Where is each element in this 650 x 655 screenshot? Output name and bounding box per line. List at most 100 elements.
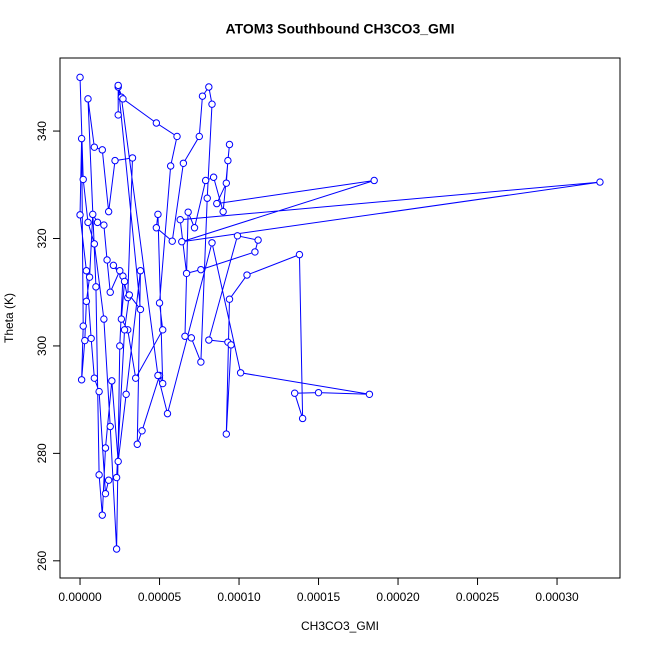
data-point <box>82 267 91 275</box>
data-point <box>120 326 129 334</box>
data-point <box>117 315 126 323</box>
data-point <box>87 334 95 343</box>
data-point <box>84 218 92 227</box>
data-point <box>90 240 99 248</box>
data-point <box>209 173 218 181</box>
data-point <box>95 387 103 396</box>
data-point <box>219 207 227 216</box>
data-point <box>120 277 129 286</box>
data-point <box>227 341 235 349</box>
data-point <box>168 237 176 245</box>
data-point <box>225 295 234 303</box>
y-tick-label: 320 <box>35 228 49 248</box>
data-point <box>100 221 108 229</box>
data-point <box>173 132 181 141</box>
data-point <box>314 388 323 397</box>
data-point <box>251 248 259 256</box>
data-point <box>106 422 114 431</box>
data-point <box>365 390 374 398</box>
y-axis-label: Theta (K) <box>2 293 16 343</box>
x-tick-label: 0.00025 <box>456 590 500 604</box>
data-point <box>79 322 87 330</box>
data-point <box>104 207 113 216</box>
data-point <box>159 379 167 388</box>
y-tick-label: 340 <box>35 121 49 141</box>
data-point <box>208 239 216 247</box>
x-tick-label: 0.00010 <box>217 590 261 604</box>
data-point <box>103 256 111 264</box>
data-point <box>208 100 216 108</box>
data-point <box>98 146 106 154</box>
data-point <box>203 194 211 202</box>
data-point <box>131 374 140 382</box>
x-tick-label: 0.00000 <box>58 590 102 604</box>
data-point <box>243 271 251 279</box>
data-point <box>225 140 234 149</box>
data-point <box>233 232 242 240</box>
data-point <box>166 162 175 170</box>
data-point <box>182 269 191 278</box>
data-point <box>122 390 130 398</box>
data-point <box>116 342 124 350</box>
data-point <box>222 430 231 438</box>
data-point <box>205 83 213 91</box>
data-point <box>179 159 188 167</box>
data-point <box>178 238 186 246</box>
data-point <box>138 427 146 435</box>
x-axis-label: CH3CO3_GMI <box>301 619 379 633</box>
data-point <box>128 154 137 162</box>
data-point <box>90 374 99 382</box>
data-point <box>111 156 119 165</box>
chart-title: ATOM3 Southbound CH3CO3_GMI <box>226 21 455 37</box>
data-point <box>85 273 94 281</box>
data-point <box>114 457 122 466</box>
data-point <box>136 305 145 314</box>
data-point <box>84 95 92 103</box>
y-tick-label: 280 <box>35 443 49 463</box>
data-point <box>154 371 162 380</box>
data-point <box>195 132 203 141</box>
data-point <box>81 336 89 345</box>
data-point <box>236 369 245 377</box>
data-point <box>298 414 307 423</box>
data-point <box>77 134 86 143</box>
data-point <box>198 92 207 100</box>
plot-frame <box>59 57 621 579</box>
data-point <box>370 176 378 185</box>
data-point <box>95 471 103 479</box>
data-point <box>181 332 189 340</box>
data-point <box>159 326 167 334</box>
data-point <box>133 440 141 448</box>
data-point <box>89 210 97 219</box>
data-point <box>114 81 122 90</box>
data-point <box>152 224 161 232</box>
data-point <box>104 476 113 484</box>
x-tick-label: 0.00015 <box>297 590 341 604</box>
data-point <box>154 210 162 219</box>
y-tick-label: 300 <box>35 336 49 356</box>
data-point <box>201 176 210 185</box>
data-point <box>76 211 84 219</box>
data-point <box>109 261 118 270</box>
data-point <box>92 283 100 291</box>
data-point <box>254 236 262 244</box>
data-point <box>116 267 124 275</box>
x-tick-label: 0.00030 <box>535 590 579 604</box>
data-point <box>98 511 106 519</box>
data-point <box>197 358 205 366</box>
x-tick-label: 0.00020 <box>376 590 420 604</box>
data-point <box>596 178 604 186</box>
data-point <box>79 175 87 184</box>
data-point <box>176 215 184 224</box>
data-point <box>152 119 161 127</box>
data-point <box>163 409 172 418</box>
data-point <box>222 179 231 187</box>
data-point <box>76 73 84 82</box>
data-point <box>108 377 116 385</box>
data-point <box>213 199 221 208</box>
data-point <box>101 444 110 452</box>
data-point <box>112 545 121 553</box>
data-point <box>77 376 86 384</box>
